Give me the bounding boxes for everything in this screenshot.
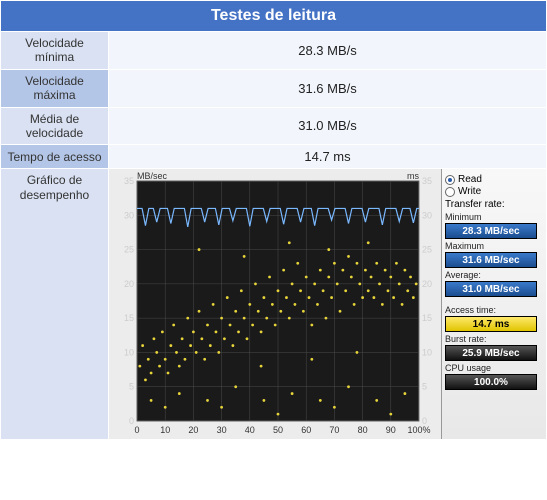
chart-cell: 0510152025303505101520253035010203040506…	[109, 169, 547, 440]
svg-text:0: 0	[129, 416, 134, 426]
svg-text:20: 20	[422, 279, 432, 289]
svg-text:40: 40	[245, 425, 255, 435]
svg-text:50: 50	[273, 425, 283, 435]
min-label: Minimum	[445, 212, 543, 222]
svg-text:25: 25	[422, 245, 432, 255]
svg-text:5: 5	[422, 382, 427, 392]
chart-wrap: 0510152025303505101520253035010203040506…	[109, 169, 546, 439]
avg-badge: 31.0 MB/sec	[445, 281, 537, 297]
max-badge: 31.6 MB/sec	[445, 252, 537, 268]
svg-text:10: 10	[124, 348, 134, 358]
svg-text:0: 0	[134, 425, 139, 435]
svg-text:30: 30	[124, 211, 134, 221]
svg-text:10: 10	[160, 425, 170, 435]
table-header: Testes de leitura	[1, 1, 547, 32]
avg-label: Average:	[445, 270, 543, 280]
max-label: Maximum	[445, 241, 543, 251]
svg-text:30: 30	[217, 425, 227, 435]
radio-dot-icon	[445, 187, 455, 197]
svg-text:80: 80	[358, 425, 368, 435]
write-radio[interactable]: Write	[445, 186, 543, 197]
chart-svg: 0510152025303505101520253035010203040506…	[109, 169, 441, 439]
access-badge: 14.7 ms	[445, 316, 537, 332]
cpu-label: CPU usage	[445, 363, 543, 373]
svg-text:35: 35	[422, 176, 432, 186]
svg-text:100%: 100%	[407, 425, 430, 435]
svg-text:25: 25	[124, 245, 134, 255]
svg-text:30: 30	[422, 211, 432, 221]
min-badge: 28.3 MB/sec	[445, 223, 537, 239]
radio-label: Write	[458, 186, 481, 197]
svg-text:15: 15	[422, 313, 432, 323]
transfer-rate-label: Transfer rate:	[445, 199, 543, 210]
svg-text:60: 60	[301, 425, 311, 435]
access-time-label: Access time:	[445, 305, 543, 315]
burst-label: Burst rate:	[445, 334, 543, 344]
row-value: 14.7 ms	[109, 145, 547, 169]
row-label: Velocidade mínima	[1, 32, 109, 70]
read-radio[interactable]: Read	[445, 174, 543, 185]
results-table: Testes de leitura Velocidade mínima 28.3…	[0, 0, 547, 440]
row-label: Velocidade máxima	[1, 69, 109, 107]
svg-text:20: 20	[188, 425, 198, 435]
chart-sidepanel: Read Write Transfer rate: Minimum 28.3 M…	[441, 169, 546, 439]
row-value: 28.3 MB/s	[109, 32, 547, 70]
row-value: 31.0 MB/s	[109, 107, 547, 145]
svg-text:5: 5	[129, 382, 134, 392]
radio-dot-icon	[445, 175, 455, 185]
performance-chart: 0510152025303505101520253035010203040506…	[109, 169, 441, 439]
svg-text:ms: ms	[407, 171, 419, 181]
row-value: 31.6 MB/s	[109, 69, 547, 107]
svg-text:15: 15	[124, 313, 134, 323]
svg-text:70: 70	[329, 425, 339, 435]
svg-text:20: 20	[124, 279, 134, 289]
svg-text:90: 90	[386, 425, 396, 435]
burst-badge: 25.9 MB/sec	[445, 345, 537, 361]
svg-text:35: 35	[124, 176, 134, 186]
radio-label: Read	[458, 174, 482, 185]
cpu-badge: 100.0%	[445, 374, 537, 390]
row-label: Tempo de acesso	[1, 145, 109, 169]
row-label: Média de velocidade	[1, 107, 109, 145]
row-label: Gráfico de desempenho	[1, 169, 109, 440]
svg-text:10: 10	[422, 348, 432, 358]
svg-text:MB/sec: MB/sec	[137, 171, 168, 181]
